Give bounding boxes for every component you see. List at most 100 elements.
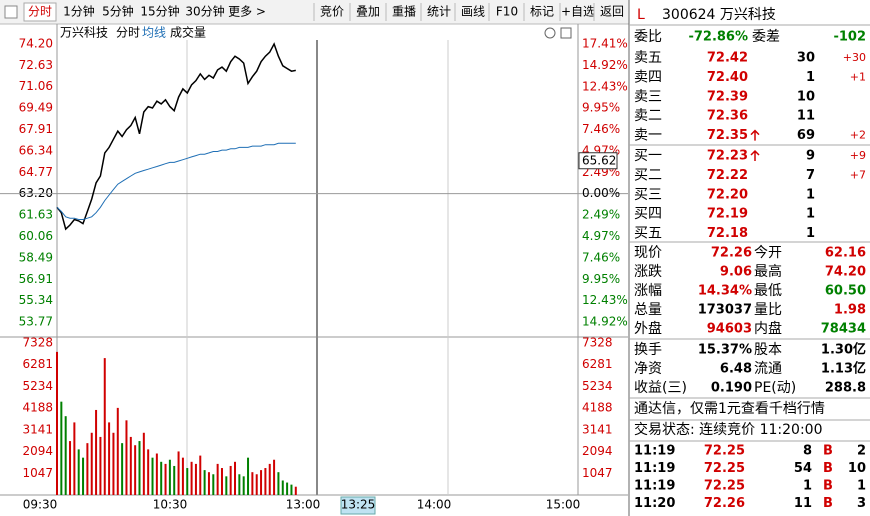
stat-label: 总量 <box>634 302 662 318</box>
tab[interactable]: 更多 > <box>228 5 266 19</box>
y2-tick-label: 9.95% <box>582 272 620 286</box>
toolbar-button[interactable]: F10 <box>496 5 518 19</box>
legend-item: 分时 <box>116 26 140 40</box>
stat-value: 78434 <box>821 322 866 337</box>
volume-tick-label: 2094 <box>22 444 53 458</box>
book-label: 买四 <box>634 206 662 222</box>
trade-price: 72.26 <box>704 496 745 511</box>
tab[interactable]: 5分钟 <box>102 4 134 19</box>
volume-bar <box>64 416 67 495</box>
volume-bar <box>186 468 189 495</box>
trade-time: 11:19 <box>634 444 675 459</box>
x-tick-label: 09:30 <box>23 498 58 512</box>
y-tick-label: 71.06 <box>19 79 53 93</box>
y2-tick-label: 12.43% <box>582 293 628 307</box>
volume-bar <box>203 470 206 495</box>
tab[interactable]: 30分钟 <box>185 4 224 19</box>
book-volume: 1 <box>806 207 815 222</box>
book-price: 72.35 <box>707 128 748 143</box>
trade-time: 11:19 <box>634 461 675 476</box>
trade-count: 2 <box>857 444 866 459</box>
toolbar-button[interactable]: 竞价 <box>320 5 344 19</box>
volume-bar <box>77 449 80 495</box>
trade-count: 1 <box>857 479 866 494</box>
trade-side: B <box>823 496 833 511</box>
ratio-value: -72.86% <box>688 30 748 45</box>
fund-value: 1.13亿 <box>821 361 866 377</box>
volume-bar <box>273 459 276 495</box>
expand-icon[interactable] <box>560 27 572 39</box>
volume-tick-label: 4188 <box>22 401 53 415</box>
y2-tick-label: 9.95% <box>582 101 620 115</box>
toolbar-button[interactable]: 重播 <box>392 5 416 19</box>
volume-bar <box>181 457 184 495</box>
trade-count: 10 <box>848 461 866 476</box>
toolbar-button[interactable]: 统计 <box>427 5 451 19</box>
stat-label: 涨跌 <box>634 264 662 280</box>
tab[interactable]: 1分钟 <box>63 4 95 19</box>
toolbar-button[interactable]: 画线 <box>461 5 485 19</box>
book-volume: 1 <box>806 187 815 202</box>
y-tick-label: 72.63 <box>19 58 53 72</box>
book-label: 卖二 <box>634 108 662 124</box>
book-price: 72.36 <box>707 109 748 124</box>
volume-bar <box>142 432 145 495</box>
average-line <box>56 142 296 220</box>
volume-bar <box>60 401 63 495</box>
y-tick-label: 53.77 <box>19 315 53 329</box>
volume-bar <box>212 474 215 495</box>
book-label: 买五 <box>634 226 662 242</box>
row-label: 委差 <box>752 29 780 45</box>
book-volume: 7 <box>806 168 815 183</box>
notice[interactable]: 通达信，仅需1元查看千档行情 <box>634 401 825 417</box>
fund-label: 换手 <box>634 341 662 358</box>
zoom-icon[interactable] <box>544 27 556 39</box>
book-volume: 10 <box>797 89 815 104</box>
book-volume: 1 <box>806 226 815 241</box>
toolbar-button[interactable]: 标记 <box>530 5 554 19</box>
fund-value: 288.8 <box>825 381 866 396</box>
book-price: 72.19 <box>707 207 748 222</box>
y2-tick-label: 7.46% <box>582 122 620 136</box>
legend-item: 成交量 <box>170 25 206 40</box>
volume-tick-label: 4188 <box>582 401 613 415</box>
menu-icon[interactable] <box>4 5 18 19</box>
book-price: 72.39 <box>707 89 748 104</box>
cursor-time: 13:25 <box>341 498 376 512</box>
book-price: 72.18 <box>707 226 748 241</box>
toolbar-button[interactable]: 叠加 <box>356 5 380 19</box>
book-label: 卖三 <box>634 89 662 105</box>
trade-price: 72.25 <box>704 444 745 459</box>
y-tick-label: 69.49 <box>19 101 53 115</box>
x-tick-label: 13:00 <box>286 498 321 512</box>
tab[interactable]: 15分钟 <box>140 4 179 19</box>
volume-bar <box>173 465 176 495</box>
toolbar-button[interactable]: 返回 <box>600 5 624 19</box>
volume-bar <box>281 480 284 495</box>
y2-tick-label: 4.97% <box>582 229 620 243</box>
y-tick-label: 58.49 <box>19 250 53 264</box>
y-tick-label: 64.77 <box>19 165 53 179</box>
book-label: 卖四 <box>634 69 662 85</box>
volume-bar <box>229 465 232 495</box>
price-marker-box <box>578 152 618 170</box>
volume-tick-label: 6281 <box>582 357 613 371</box>
volume-bar <box>125 420 128 495</box>
volume-bar <box>260 470 263 495</box>
volume-bar <box>255 474 258 495</box>
volume-bar <box>225 476 228 495</box>
fund-label: 流通 <box>754 361 782 377</box>
book-volume: 30 <box>797 51 815 66</box>
volume-tick-label: 1047 <box>582 466 613 480</box>
toolbar-button[interactable]: +自选 <box>561 5 595 19</box>
volume-tick-label: 3141 <box>22 422 53 436</box>
volume-bar <box>90 432 93 495</box>
volume-bar <box>138 441 141 495</box>
y2-tick-label: 7.46% <box>582 250 620 264</box>
tab[interactable]: 分时 <box>28 5 52 19</box>
fund-value: 6.48 <box>720 362 752 377</box>
book-label: 卖一 <box>634 128 662 144</box>
book-volume: 9 <box>806 149 815 164</box>
book-price: 72.40 <box>707 70 748 85</box>
